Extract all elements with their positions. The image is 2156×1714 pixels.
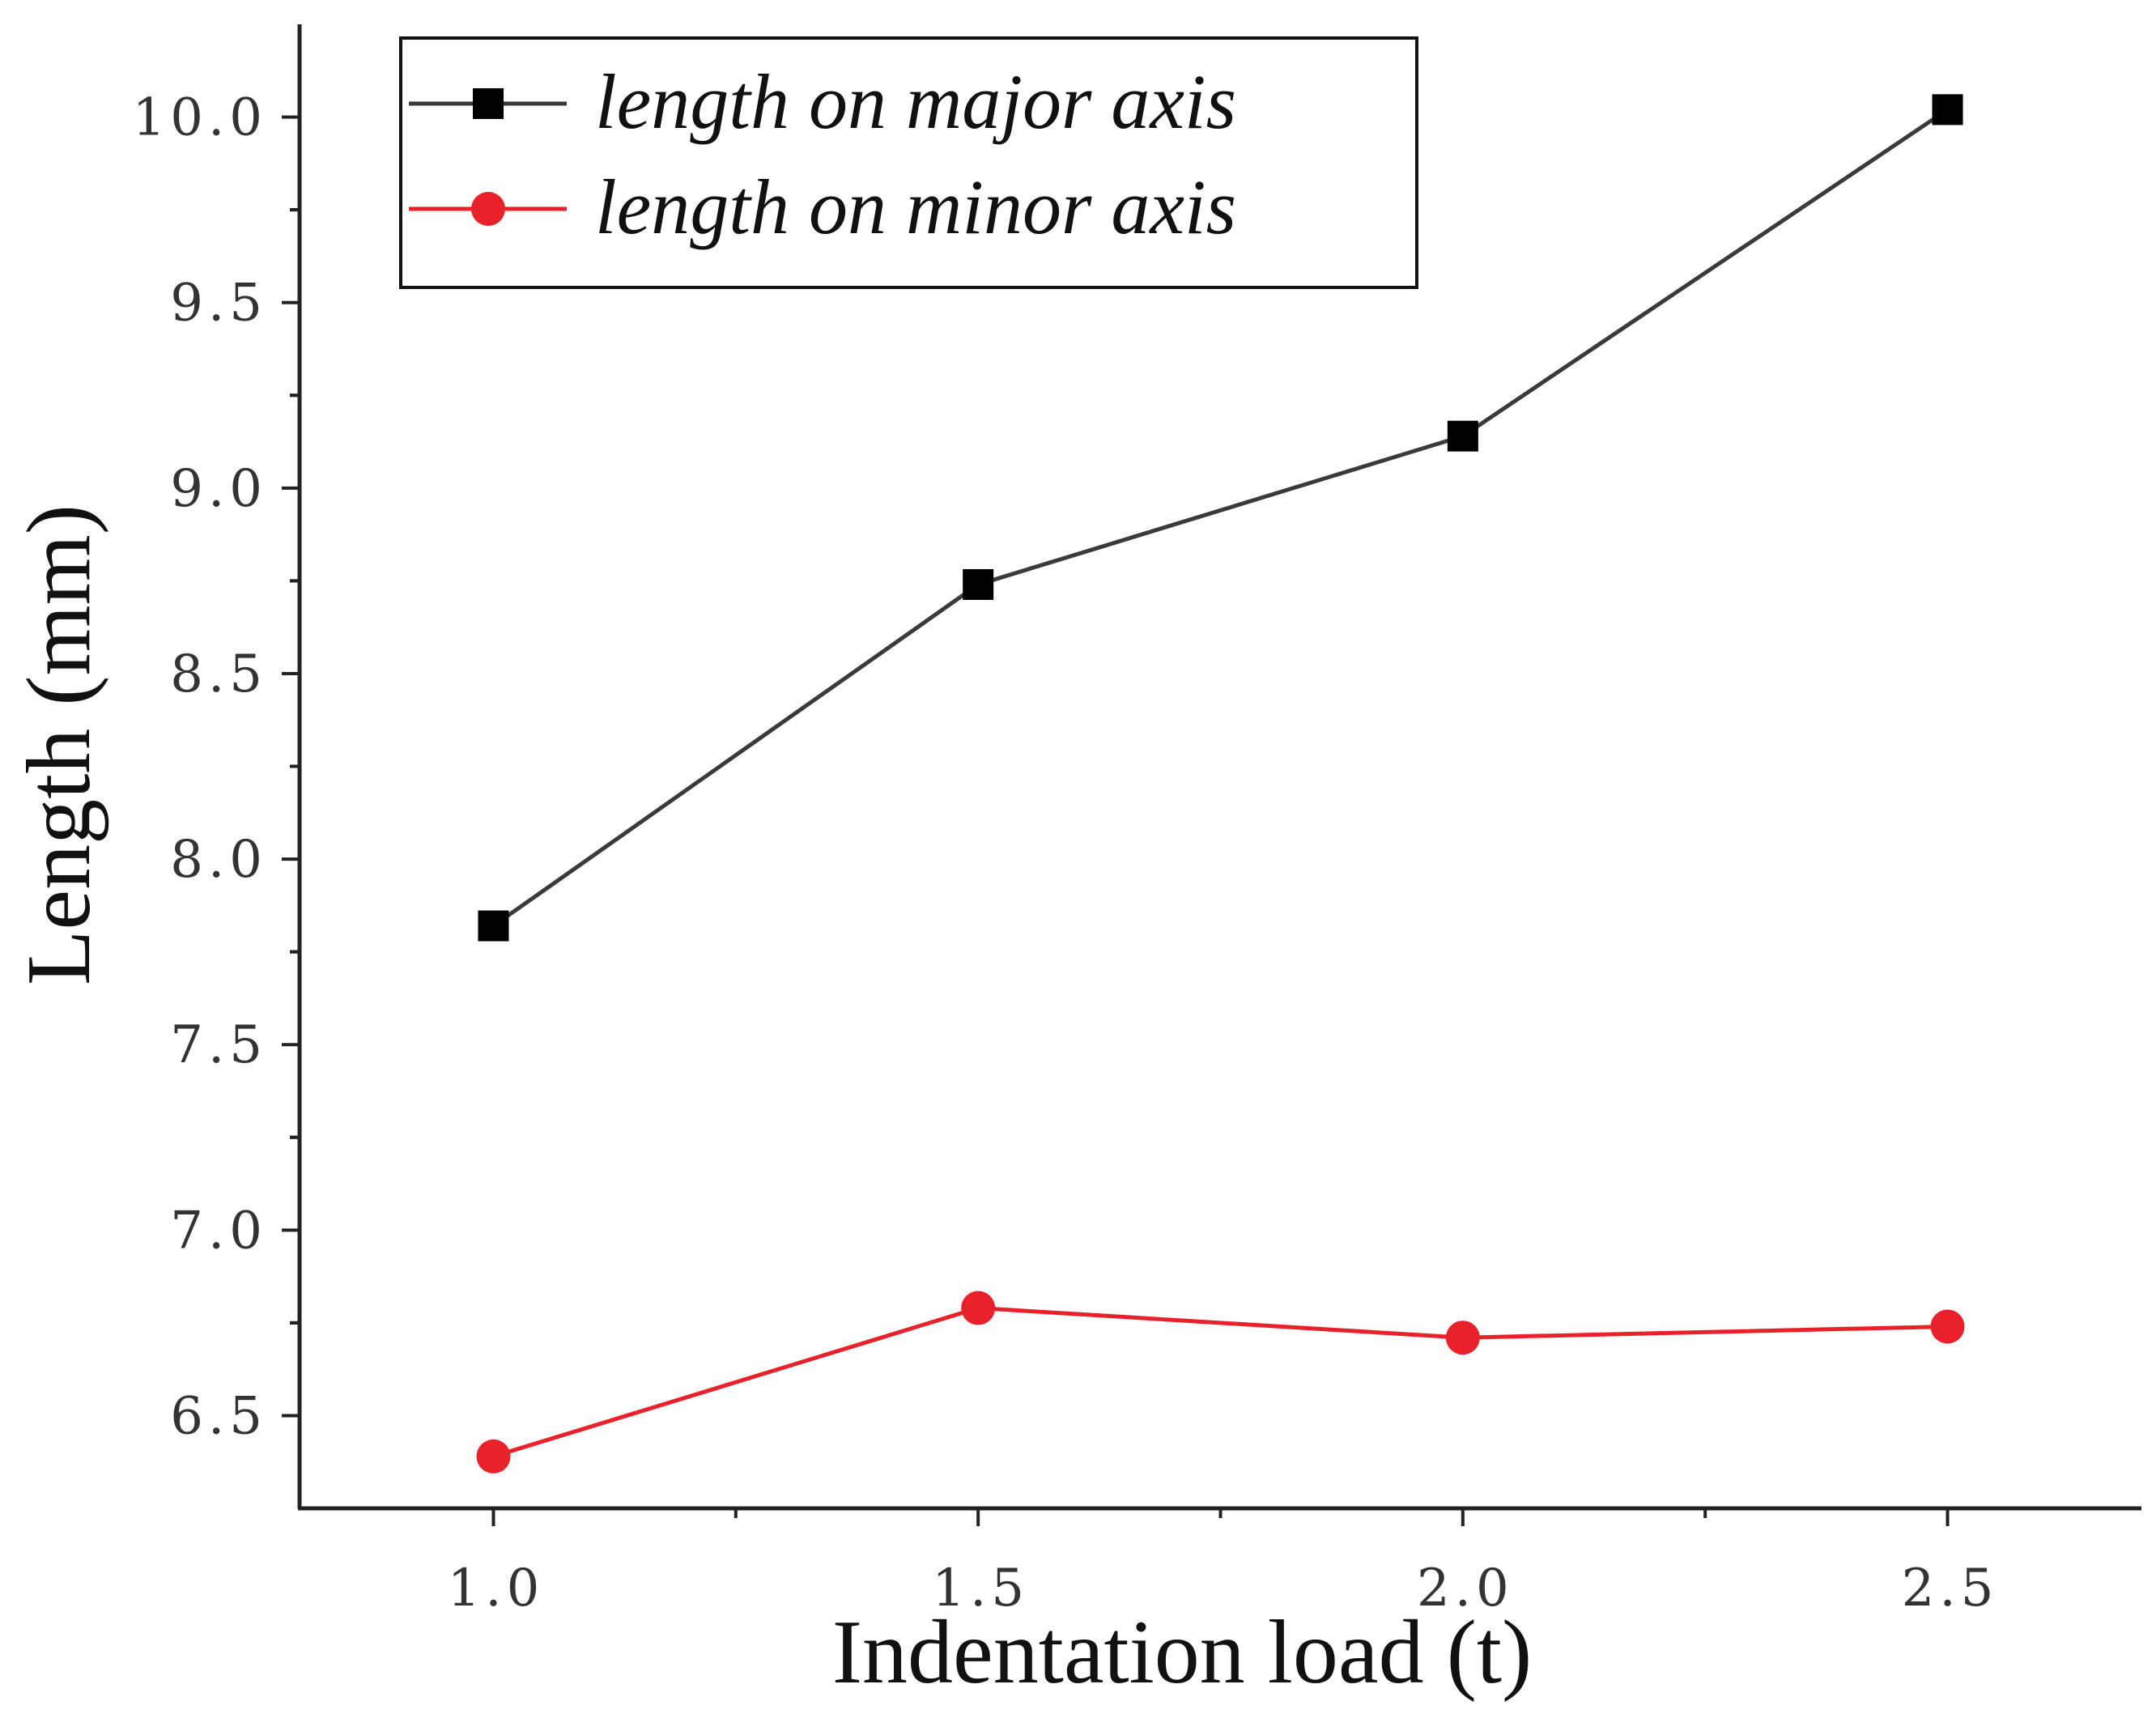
series-line [492, 108, 1949, 928]
data-point-circle [1930, 1309, 1965, 1344]
y-axis-title: Length (mm) [9, 504, 109, 985]
series-major-axis [478, 94, 1963, 942]
y-tick-label: 9.0 [170, 459, 267, 519]
y-tick-label: 8.0 [170, 830, 267, 890]
x-tick-label: 2.0 [1417, 1559, 1514, 1618]
y-tick-label: 7.0 [170, 1201, 267, 1261]
data-point-circle [1445, 1321, 1480, 1355]
legend-box [399, 36, 1418, 289]
series-layer [476, 94, 1965, 1474]
data-point-square [1932, 94, 1963, 125]
legend-item: length on minor axis [409, 164, 1236, 250]
x-axis-title: Indentation load (t) [832, 1602, 1533, 1703]
data-point-circle [961, 1291, 996, 1325]
ticks: 6.5 7.0 7.5 8.0 8.5 9.0 9.5 10.0 1.0 1.5 2.0 2.5 [133, 88, 1999, 1618]
x-tick-label: 1.5 [932, 1559, 1029, 1618]
y-tick-label: 7.5 [170, 1015, 267, 1075]
data-point-square [1447, 420, 1478, 452]
y-tick-label: 6.5 [170, 1386, 267, 1446]
series-minor-axis [476, 1291, 1965, 1474]
series-line [492, 1306, 1948, 1459]
y-tick-label: 8.5 [170, 644, 267, 704]
x-tick-label: 2.5 [1902, 1559, 1999, 1618]
data-point-square [478, 910, 509, 942]
legend-circle-icon [471, 192, 505, 226]
legend-item: length on major axis [409, 58, 1236, 145]
x-tick-label: 1.0 [448, 1559, 545, 1618]
legend-label: length on minor axis [595, 164, 1236, 250]
y-tick-label: 9.5 [170, 274, 267, 334]
data-point-circle [476, 1439, 511, 1474]
data-point-square [963, 568, 994, 600]
legend-square-icon [473, 88, 504, 119]
legend: length on major axis length on minor axis [399, 36, 1418, 289]
y-tick-label: 10.0 [133, 88, 268, 148]
legend-label: length on major axis [595, 58, 1236, 145]
